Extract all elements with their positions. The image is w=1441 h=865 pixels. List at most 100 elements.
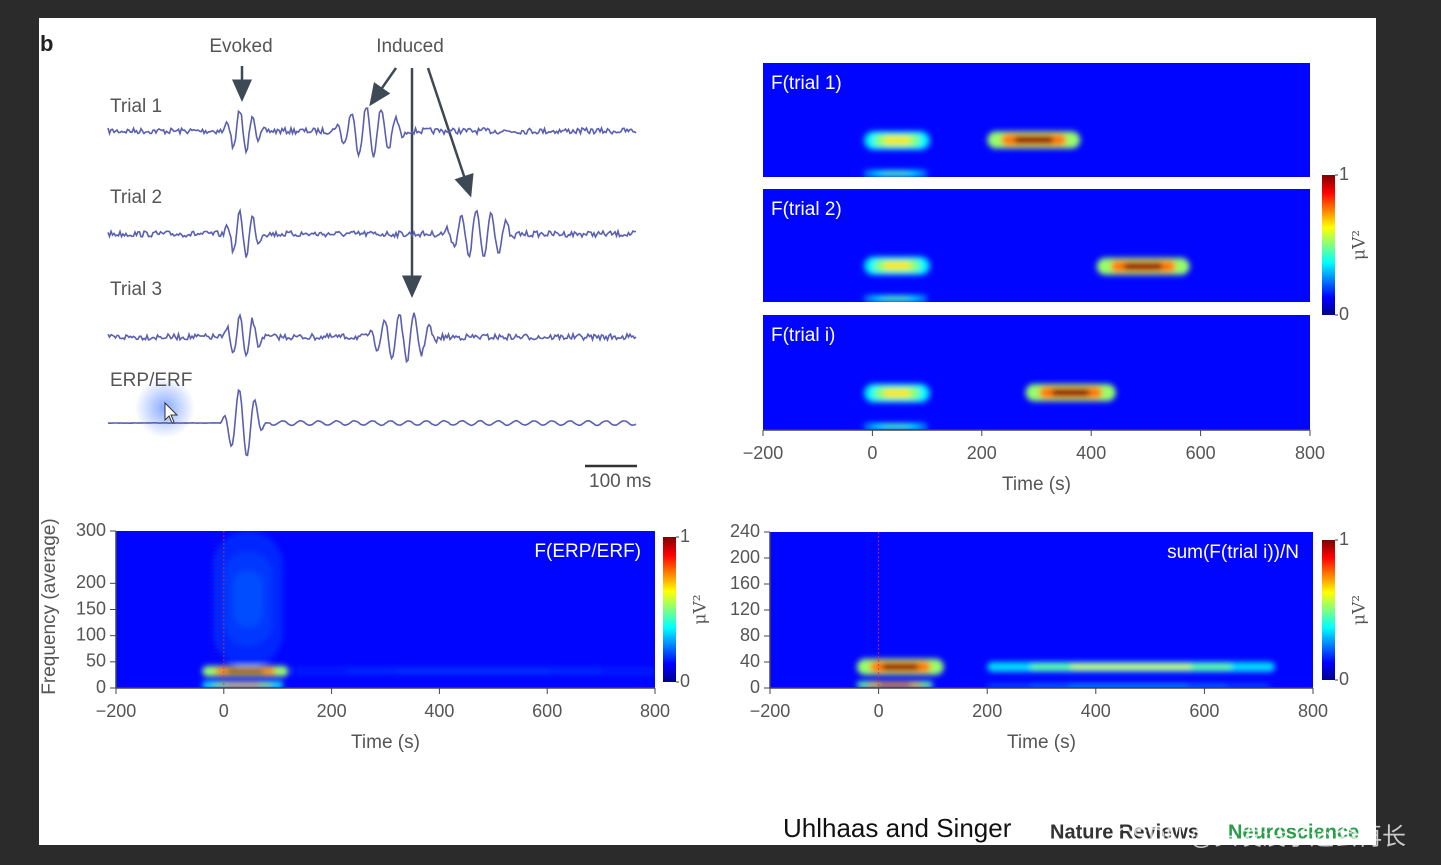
heat-level [1014, 136, 1054, 144]
trace-label: Trial 3 [110, 279, 162, 300]
x-tick-label: −200 [743, 443, 784, 463]
heat-level [1123, 262, 1163, 270]
heatmap-cells [864, 131, 1081, 177]
y-tick-label: 40 [740, 651, 760, 671]
y-tick-label: 120 [730, 599, 760, 619]
x-tick-label: 800 [1298, 701, 1328, 721]
trace [107, 388, 637, 457]
x-tick-label: 200 [972, 701, 1002, 721]
colorbar-label: μV² [1350, 595, 1370, 625]
x-tick-label: 400 [1081, 701, 1111, 721]
x-tick-label: 600 [1189, 701, 1219, 721]
heat-blob [1025, 384, 1116, 402]
heat-blob [856, 681, 933, 688]
heat-level [1070, 664, 1192, 669]
y-tick-label: 240 [730, 521, 760, 541]
heatmap: F(trial 1) [763, 63, 1310, 177]
heat-level [225, 682, 260, 687]
panel-title: F(trial 1) [771, 73, 842, 94]
colorbar [663, 537, 676, 682]
heatmap-background [763, 315, 1310, 430]
trace [107, 207, 637, 259]
y-tick-label: 80 [740, 625, 760, 645]
panel-label: b [40, 31, 53, 56]
heatmap-background [763, 63, 1310, 177]
heatmap-cells [864, 256, 1190, 302]
heat-level [233, 570, 263, 628]
heat-blob [987, 684, 1270, 688]
heat-level [227, 669, 264, 674]
y-axis-label: Frequency (average) [39, 518, 60, 694]
y-tick-label: 50 [86, 651, 106, 671]
y-tick-label: 100 [76, 624, 106, 644]
arrows [232, 66, 474, 298]
heat-blob [213, 531, 284, 668]
heat-level [882, 296, 909, 301]
x-tick-label: −200 [750, 701, 791, 721]
heat-level [882, 663, 919, 671]
x-tick-label: 600 [532, 701, 562, 721]
induced-label: Induced [376, 36, 444, 57]
colorbar-tick-label: 0 [1339, 304, 1349, 324]
colorbar [1322, 175, 1335, 315]
traces [107, 107, 637, 457]
trace [107, 107, 637, 159]
heat-blob [293, 667, 655, 675]
heat-blob [864, 170, 928, 177]
colorbar-tick-label: 1 [680, 526, 690, 546]
x-tick-label: 400 [424, 701, 454, 721]
x-tick-label: 0 [219, 701, 229, 721]
watermark: CSDN @头发没了还会再长 [1115, 823, 1406, 850]
panel-title: F(trial 2) [771, 199, 842, 220]
heat-level [1069, 684, 1188, 688]
panel-title: F(trial i) [771, 325, 835, 346]
x-tick-label: 200 [317, 701, 347, 721]
heat-blob [856, 658, 944, 675]
x-tick-label: 0 [874, 701, 884, 721]
x-tick-label: 200 [967, 443, 997, 463]
trace-label: ERP/ERF [110, 370, 192, 391]
y-tick-label: 0 [96, 677, 106, 697]
colorbar-label: μV² [691, 594, 711, 624]
x-axis-label: Time (s) [1007, 732, 1076, 753]
heatmap-cells [864, 384, 1116, 430]
heat-blob [202, 681, 284, 688]
heatmap-cells [856, 658, 1275, 688]
heat-blob [1096, 257, 1190, 275]
x-tick-label: 800 [1295, 443, 1325, 463]
heat-blob [202, 666, 289, 677]
heat-level [883, 389, 911, 398]
heat-level [878, 682, 911, 687]
heat-blob [864, 256, 930, 275]
credit-section: Neuroscience [1228, 821, 1359, 843]
colorbar-label: μV² [1350, 230, 1370, 260]
heat-level [882, 424, 909, 429]
x-tick-label: 0 [867, 443, 877, 463]
panel-title: F(ERP/ERF) [534, 541, 641, 562]
colorbar [1322, 540, 1335, 680]
trace [107, 312, 637, 364]
heatmap: F(trial i) −200 0 200 400 600 800 Time (s) [743, 315, 1325, 495]
heatmap-background [116, 531, 655, 688]
heatmap: F(trial 2) 0 1 μV² [763, 164, 1370, 324]
panel-title: sum(F(trial i))/N [1167, 542, 1299, 563]
x-tick-label: −200 [96, 701, 137, 721]
y-tick-label: 0 [750, 677, 760, 697]
colorbar-tick-label: 1 [1339, 529, 1349, 549]
x-axis-label: Time (s) [351, 732, 420, 753]
heatmap-cells [202, 531, 655, 688]
heat-blob [987, 131, 1081, 149]
heat-blob [864, 423, 928, 430]
heat-blob [864, 384, 930, 403]
y-tick-label: 300 [76, 520, 106, 540]
colorbar-tick-label: 0 [680, 671, 690, 691]
scale-bar-label: 100 ms [589, 471, 651, 492]
heat-blob [987, 662, 1275, 672]
heat-level [883, 262, 911, 270]
evoked-label: Evoked [209, 36, 272, 57]
y-tick-label: 200 [76, 572, 106, 592]
y-tick-label: 160 [730, 573, 760, 593]
